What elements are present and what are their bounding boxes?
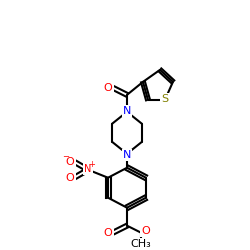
Text: −: −	[62, 152, 70, 161]
Text: +: +	[88, 160, 96, 169]
Text: O: O	[66, 173, 74, 183]
Text: S: S	[162, 94, 168, 104]
Text: N: N	[84, 164, 92, 174]
Text: O: O	[66, 157, 74, 167]
Text: N: N	[123, 150, 131, 160]
Text: O: O	[104, 83, 112, 93]
Text: CH₃: CH₃	[130, 239, 151, 249]
Text: O: O	[104, 228, 112, 238]
Text: N: N	[123, 106, 131, 116]
Text: O: O	[142, 226, 150, 236]
